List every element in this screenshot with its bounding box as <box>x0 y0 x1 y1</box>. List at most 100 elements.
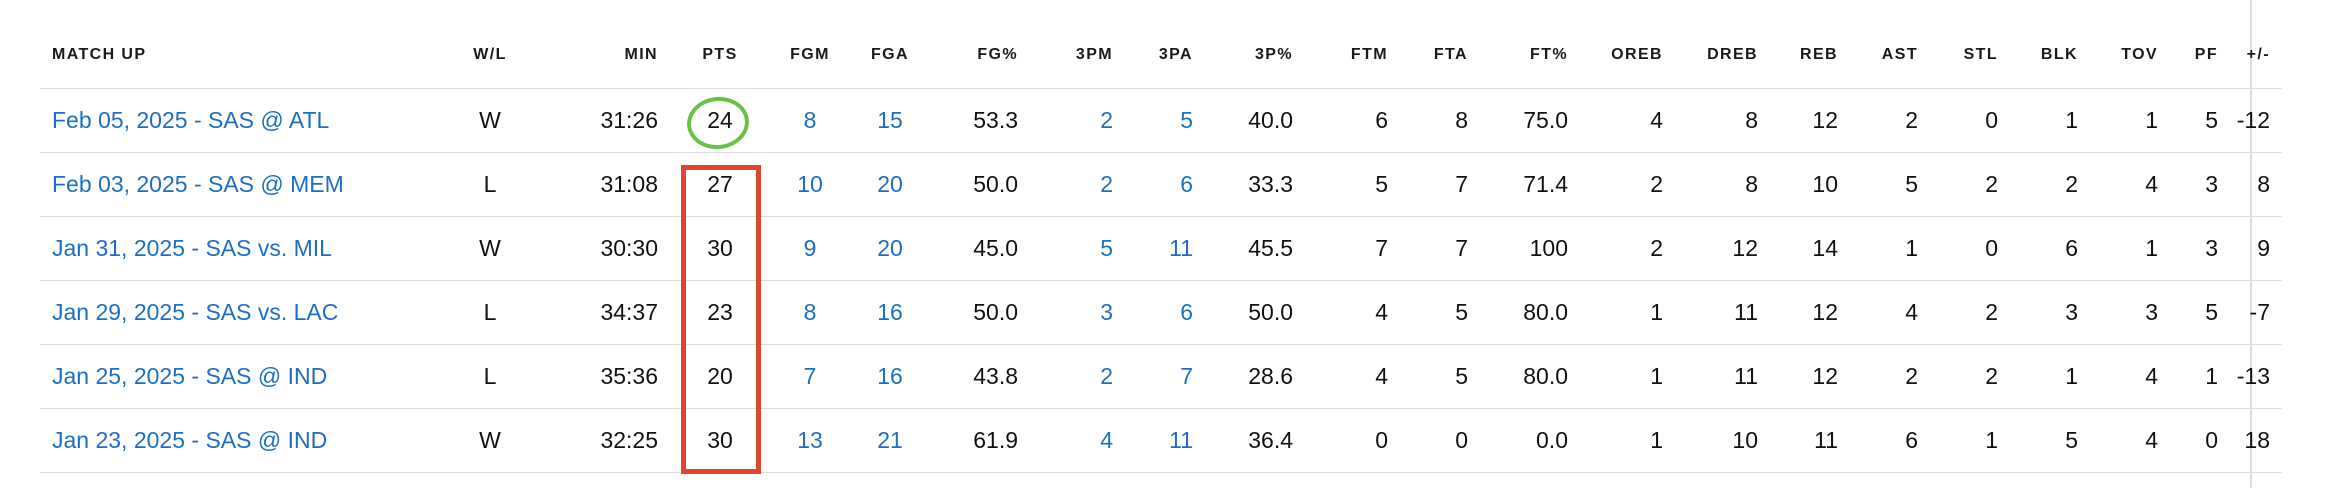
wl-cell: L <box>450 344 530 409</box>
col-header-pf[interactable]: PF <box>2170 22 2230 89</box>
header-row: MATCH UP W/L MIN PTS FGM FGA FG% 3PM 3PA… <box>40 22 2282 89</box>
fga-link[interactable]: 20 <box>877 235 903 261</box>
col-header-fg-pct[interactable]: FG% <box>930 22 1030 89</box>
col-header-dreb[interactable]: DREB <box>1675 22 1770 89</box>
ftm-cell: 7 <box>1305 216 1400 281</box>
ast-cell: 2 <box>1850 344 1930 409</box>
matchup-link[interactable]: Jan 31, 2025 - SAS vs. MIL <box>52 235 332 261</box>
fg-pct-cell: 61.9 <box>930 408 1030 473</box>
col-header-stl[interactable]: STL <box>1930 22 2010 89</box>
3pm-cell: 3 <box>1030 280 1125 345</box>
pts-cell: 30 <box>670 216 770 281</box>
col-header-blk[interactable]: BLK <box>2010 22 2090 89</box>
col-header-pts[interactable]: PTS <box>670 22 770 89</box>
3pa-link[interactable]: 5 <box>1180 107 1193 133</box>
matchup-link[interactable]: Jan 23, 2025 - SAS @ IND <box>52 427 328 453</box>
col-header-fta[interactable]: FTA <box>1400 22 1480 89</box>
ast-cell: 5 <box>1850 152 1930 217</box>
pf-cell: 3 <box>2170 152 2230 217</box>
3p-pct-cell: 45.5 <box>1205 216 1305 281</box>
tov-cell: 1 <box>2090 88 2170 153</box>
table-row: Feb 03, 2025 - SAS @ MEM L 31:08 27 10 2… <box>40 152 2282 217</box>
3pa-cell: 11 <box>1125 408 1205 473</box>
3pm-link[interactable]: 2 <box>1100 363 1113 389</box>
3pm-cell: 5 <box>1030 216 1125 281</box>
col-header-oreb[interactable]: OREB <box>1580 22 1675 89</box>
col-header-fgm[interactable]: FGM <box>770 22 850 89</box>
col-header-3pa[interactable]: 3PA <box>1125 22 1205 89</box>
3pm-link[interactable]: 4 <box>1100 427 1113 453</box>
tov-cell: 1 <box>2090 216 2170 281</box>
fta-cell: 8 <box>1400 88 1480 153</box>
pts-value: 27 <box>707 171 733 197</box>
pts-value: 30 <box>707 427 733 453</box>
matchup-cell: Jan 25, 2025 - SAS @ IND <box>40 344 450 409</box>
tov-cell: 4 <box>2090 408 2170 473</box>
fga-link[interactable]: 21 <box>877 427 903 453</box>
col-header-3pm[interactable]: 3PM <box>1030 22 1125 89</box>
fgm-link[interactable]: 8 <box>803 299 817 325</box>
col-header-matchup[interactable]: MATCH UP <box>40 22 450 89</box>
pts-cell: 24 <box>670 88 770 153</box>
fga-link[interactable]: 16 <box>877 363 903 389</box>
3pm-link[interactable]: 5 <box>1100 235 1113 261</box>
plus-minus-cell: -12 <box>2230 88 2282 153</box>
col-header-wl[interactable]: W/L <box>450 22 530 89</box>
fgm-link[interactable]: 9 <box>803 235 817 261</box>
tov-cell: 4 <box>2090 152 2170 217</box>
fg-pct-cell: 45.0 <box>930 216 1030 281</box>
3pa-link[interactable]: 7 <box>1180 363 1193 389</box>
fta-cell: 7 <box>1400 216 1480 281</box>
col-header-reb[interactable]: REB <box>1770 22 1850 89</box>
fgm-cell: 7 <box>770 344 850 409</box>
3pm-link[interactable]: 3 <box>1100 299 1113 325</box>
matchup-link[interactable]: Jan 25, 2025 - SAS @ IND <box>52 363 328 389</box>
fgm-link[interactable]: 13 <box>797 427 823 453</box>
matchup-link[interactable]: Feb 03, 2025 - SAS @ MEM <box>52 171 344 197</box>
col-header-ftm[interactable]: FTM <box>1305 22 1400 89</box>
col-header-min[interactable]: MIN <box>530 22 670 89</box>
table-body: Feb 05, 2025 - SAS @ ATL W 31:26 24 8 15… <box>40 88 2282 473</box>
3pa-cell: 5 <box>1125 88 1205 153</box>
ast-cell: 1 <box>1850 216 1930 281</box>
3pa-link[interactable]: 11 <box>1169 235 1193 261</box>
wl-cell: L <box>450 152 530 217</box>
fgm-link[interactable]: 10 <box>797 171 823 197</box>
pts-cell: 23 <box>670 280 770 345</box>
3pm-link[interactable]: 2 <box>1100 107 1113 133</box>
col-header-ast[interactable]: AST <box>1850 22 1930 89</box>
col-header-ft-pct[interactable]: FT% <box>1480 22 1580 89</box>
matchup-link[interactable]: Jan 29, 2025 - SAS vs. LAC <box>52 299 339 325</box>
col-header-tov[interactable]: TOV <box>2090 22 2170 89</box>
3pa-link[interactable]: 6 <box>1180 299 1193 325</box>
matchup-link[interactable]: Feb 05, 2025 - SAS @ ATL <box>52 107 330 133</box>
fga-link[interactable]: 20 <box>877 171 903 197</box>
3p-pct-cell: 50.0 <box>1205 280 1305 345</box>
fgm-link[interactable]: 8 <box>803 107 817 133</box>
fgm-cell: 9 <box>770 216 850 281</box>
3pa-link[interactable]: 6 <box>1180 171 1193 197</box>
fga-cell: 16 <box>850 280 930 345</box>
3pm-cell: 2 <box>1030 88 1125 153</box>
3pm-link[interactable]: 2 <box>1100 171 1113 197</box>
stl-cell: 0 <box>1930 216 2010 281</box>
matchup-cell: Jan 23, 2025 - SAS @ IND <box>40 408 450 473</box>
col-header-plus-minus[interactable]: +/- <box>2230 22 2282 89</box>
3pa-link[interactable]: 11 <box>1169 427 1193 453</box>
blk-cell: 1 <box>2010 88 2090 153</box>
fga-cell: 20 <box>850 152 930 217</box>
col-header-3p-pct[interactable]: 3P% <box>1205 22 1305 89</box>
col-header-fga[interactable]: FGA <box>850 22 930 89</box>
min-cell: 35:36 <box>530 344 670 409</box>
wl-cell: W <box>450 88 530 153</box>
dreb-cell: 10 <box>1675 408 1770 473</box>
fgm-link[interactable]: 7 <box>803 363 817 389</box>
fgm-cell: 8 <box>770 280 850 345</box>
ft-pct-cell: 75.0 <box>1480 88 1580 153</box>
fga-link[interactable]: 15 <box>877 107 903 133</box>
reb-cell: 14 <box>1770 216 1850 281</box>
fta-cell: 5 <box>1400 344 1480 409</box>
fga-link[interactable]: 16 <box>877 299 903 325</box>
table-row: Jan 31, 2025 - SAS vs. MIL W 30:30 30 9 … <box>40 216 2282 281</box>
matchup-cell: Jan 29, 2025 - SAS vs. LAC <box>40 280 450 345</box>
